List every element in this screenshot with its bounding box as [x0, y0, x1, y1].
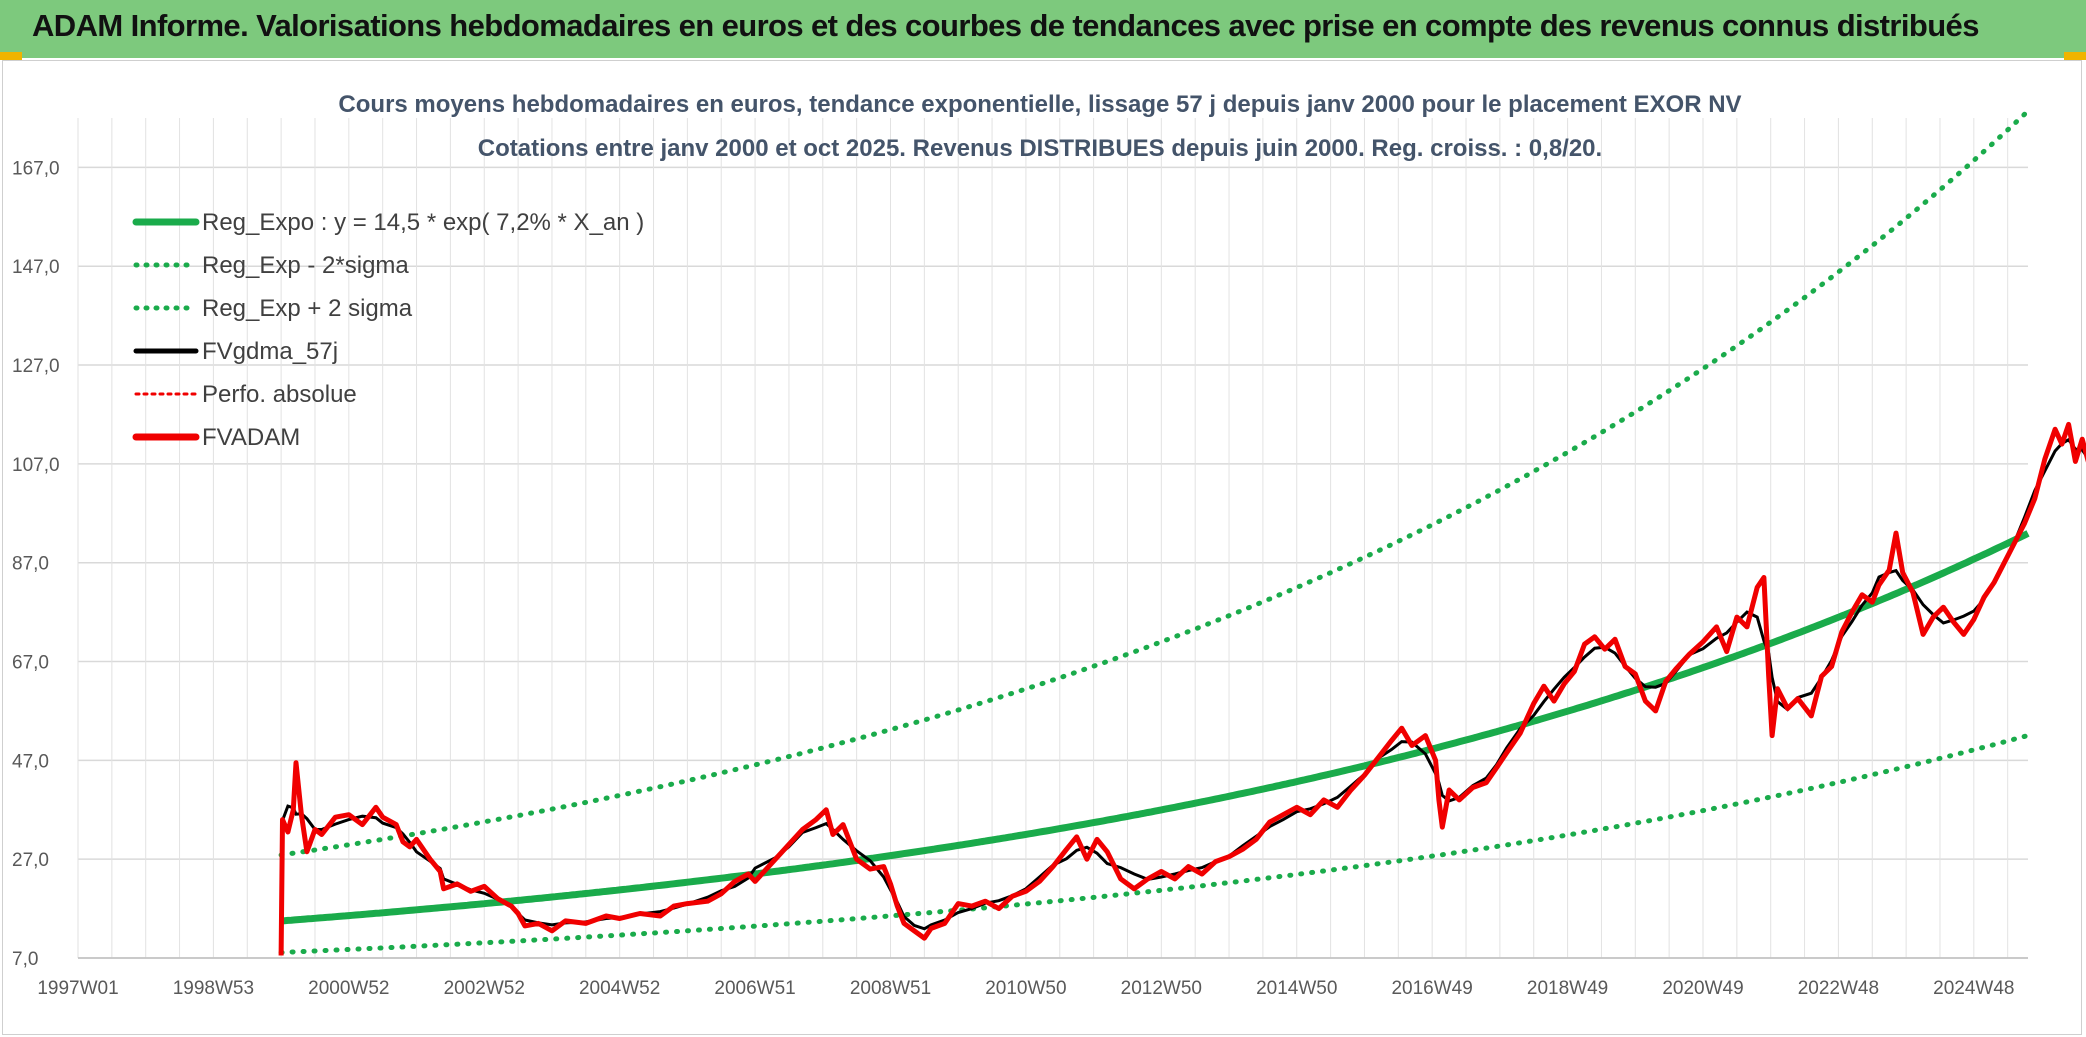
x-tick-label: 2006W51 [714, 978, 795, 999]
fvgdma-57j-line [281, 437, 2086, 931]
corner-marker-right [2064, 52, 2086, 60]
x-tick-label: 2004W52 [579, 978, 660, 999]
legend-label: Reg_Exp - 2*sigma [202, 252, 409, 279]
chart-title-line1: Cours moyens hebdomadaires en euros, ten… [338, 91, 1741, 118]
x-tick-label: 2000W52 [308, 978, 389, 999]
x-tick-label: 2024W48 [1933, 978, 2014, 999]
x-axis-ticks: 1997W01 1998W53 2000W52 2002W52 2004W52 2006W… [37, 978, 2014, 999]
y-tick-label: 167,0 [12, 158, 60, 179]
x-tick-label: 2020W49 [1662, 978, 1743, 999]
y-tick-label: 127,0 [12, 356, 60, 377]
legend-label: FVADAM [202, 424, 300, 451]
x-tick-label: 1998W53 [173, 978, 254, 999]
page-title: ADAM Informe. Valorisations hebdomadaire… [32, 8, 1979, 43]
reg-exp-plus-2sigma-line [278, 108, 2031, 858]
chart-legend: Reg_Expo : y = 14,5 * exp( 7,2% * X_an )… [132, 209, 644, 451]
y-tick-label: 67,0 [12, 653, 49, 674]
reg-expo-line [280, 530, 2030, 925]
legend-label: Reg_Expo : y = 14,5 * exp( 7,2% * X_an ) [202, 209, 644, 236]
reg-exp-minus-2sigma-line [278, 733, 2031, 955]
legend-label: FVgdma_57j [202, 338, 338, 365]
y-tick-label: 87,0 [12, 554, 49, 575]
legend-label: Reg_Exp + 2 sigma [202, 295, 413, 322]
chart-frame [2, 60, 2082, 1035]
x-tick-label: 2022W48 [1798, 978, 1879, 999]
y-tick-label: 147,0 [12, 257, 60, 278]
chart-grid [77, 118, 2028, 959]
x-tick-label: 1997W01 [37, 978, 118, 999]
header-bar: ADAM Informe. Valorisations hebdomadaire… [0, 0, 2086, 58]
x-tick-label: 2014W50 [1256, 978, 1337, 999]
y-axis-ticks: 7,0 27,0 47,0 67,0 87,0 107,0 127,0 147,0 167,0 [12, 158, 60, 970]
series-layer [278, 108, 2086, 956]
y-tick-label: 47,0 [12, 751, 49, 772]
x-tick-label: 2012W50 [1121, 978, 1202, 999]
y-tick-label: 107,0 [12, 455, 60, 476]
x-tick-label: 2016W49 [1391, 978, 1472, 999]
x-tick-label: 2010W50 [985, 978, 1066, 999]
x-tick-label: 2018W49 [1527, 978, 1608, 999]
x-tick-label: 2002W52 [444, 978, 525, 999]
corner-marker-left [0, 52, 22, 60]
fvadam-line [278, 421, 2086, 956]
x-tick-label: 2008W51 [850, 978, 931, 999]
chart-title-line2: Cotations entre janv 2000 et oct 2025. R… [478, 135, 1602, 162]
y-tick-label: 27,0 [12, 850, 49, 871]
y-tick-label: 7,0 [12, 949, 38, 970]
legend-label: Perfo. absolue [202, 381, 357, 408]
